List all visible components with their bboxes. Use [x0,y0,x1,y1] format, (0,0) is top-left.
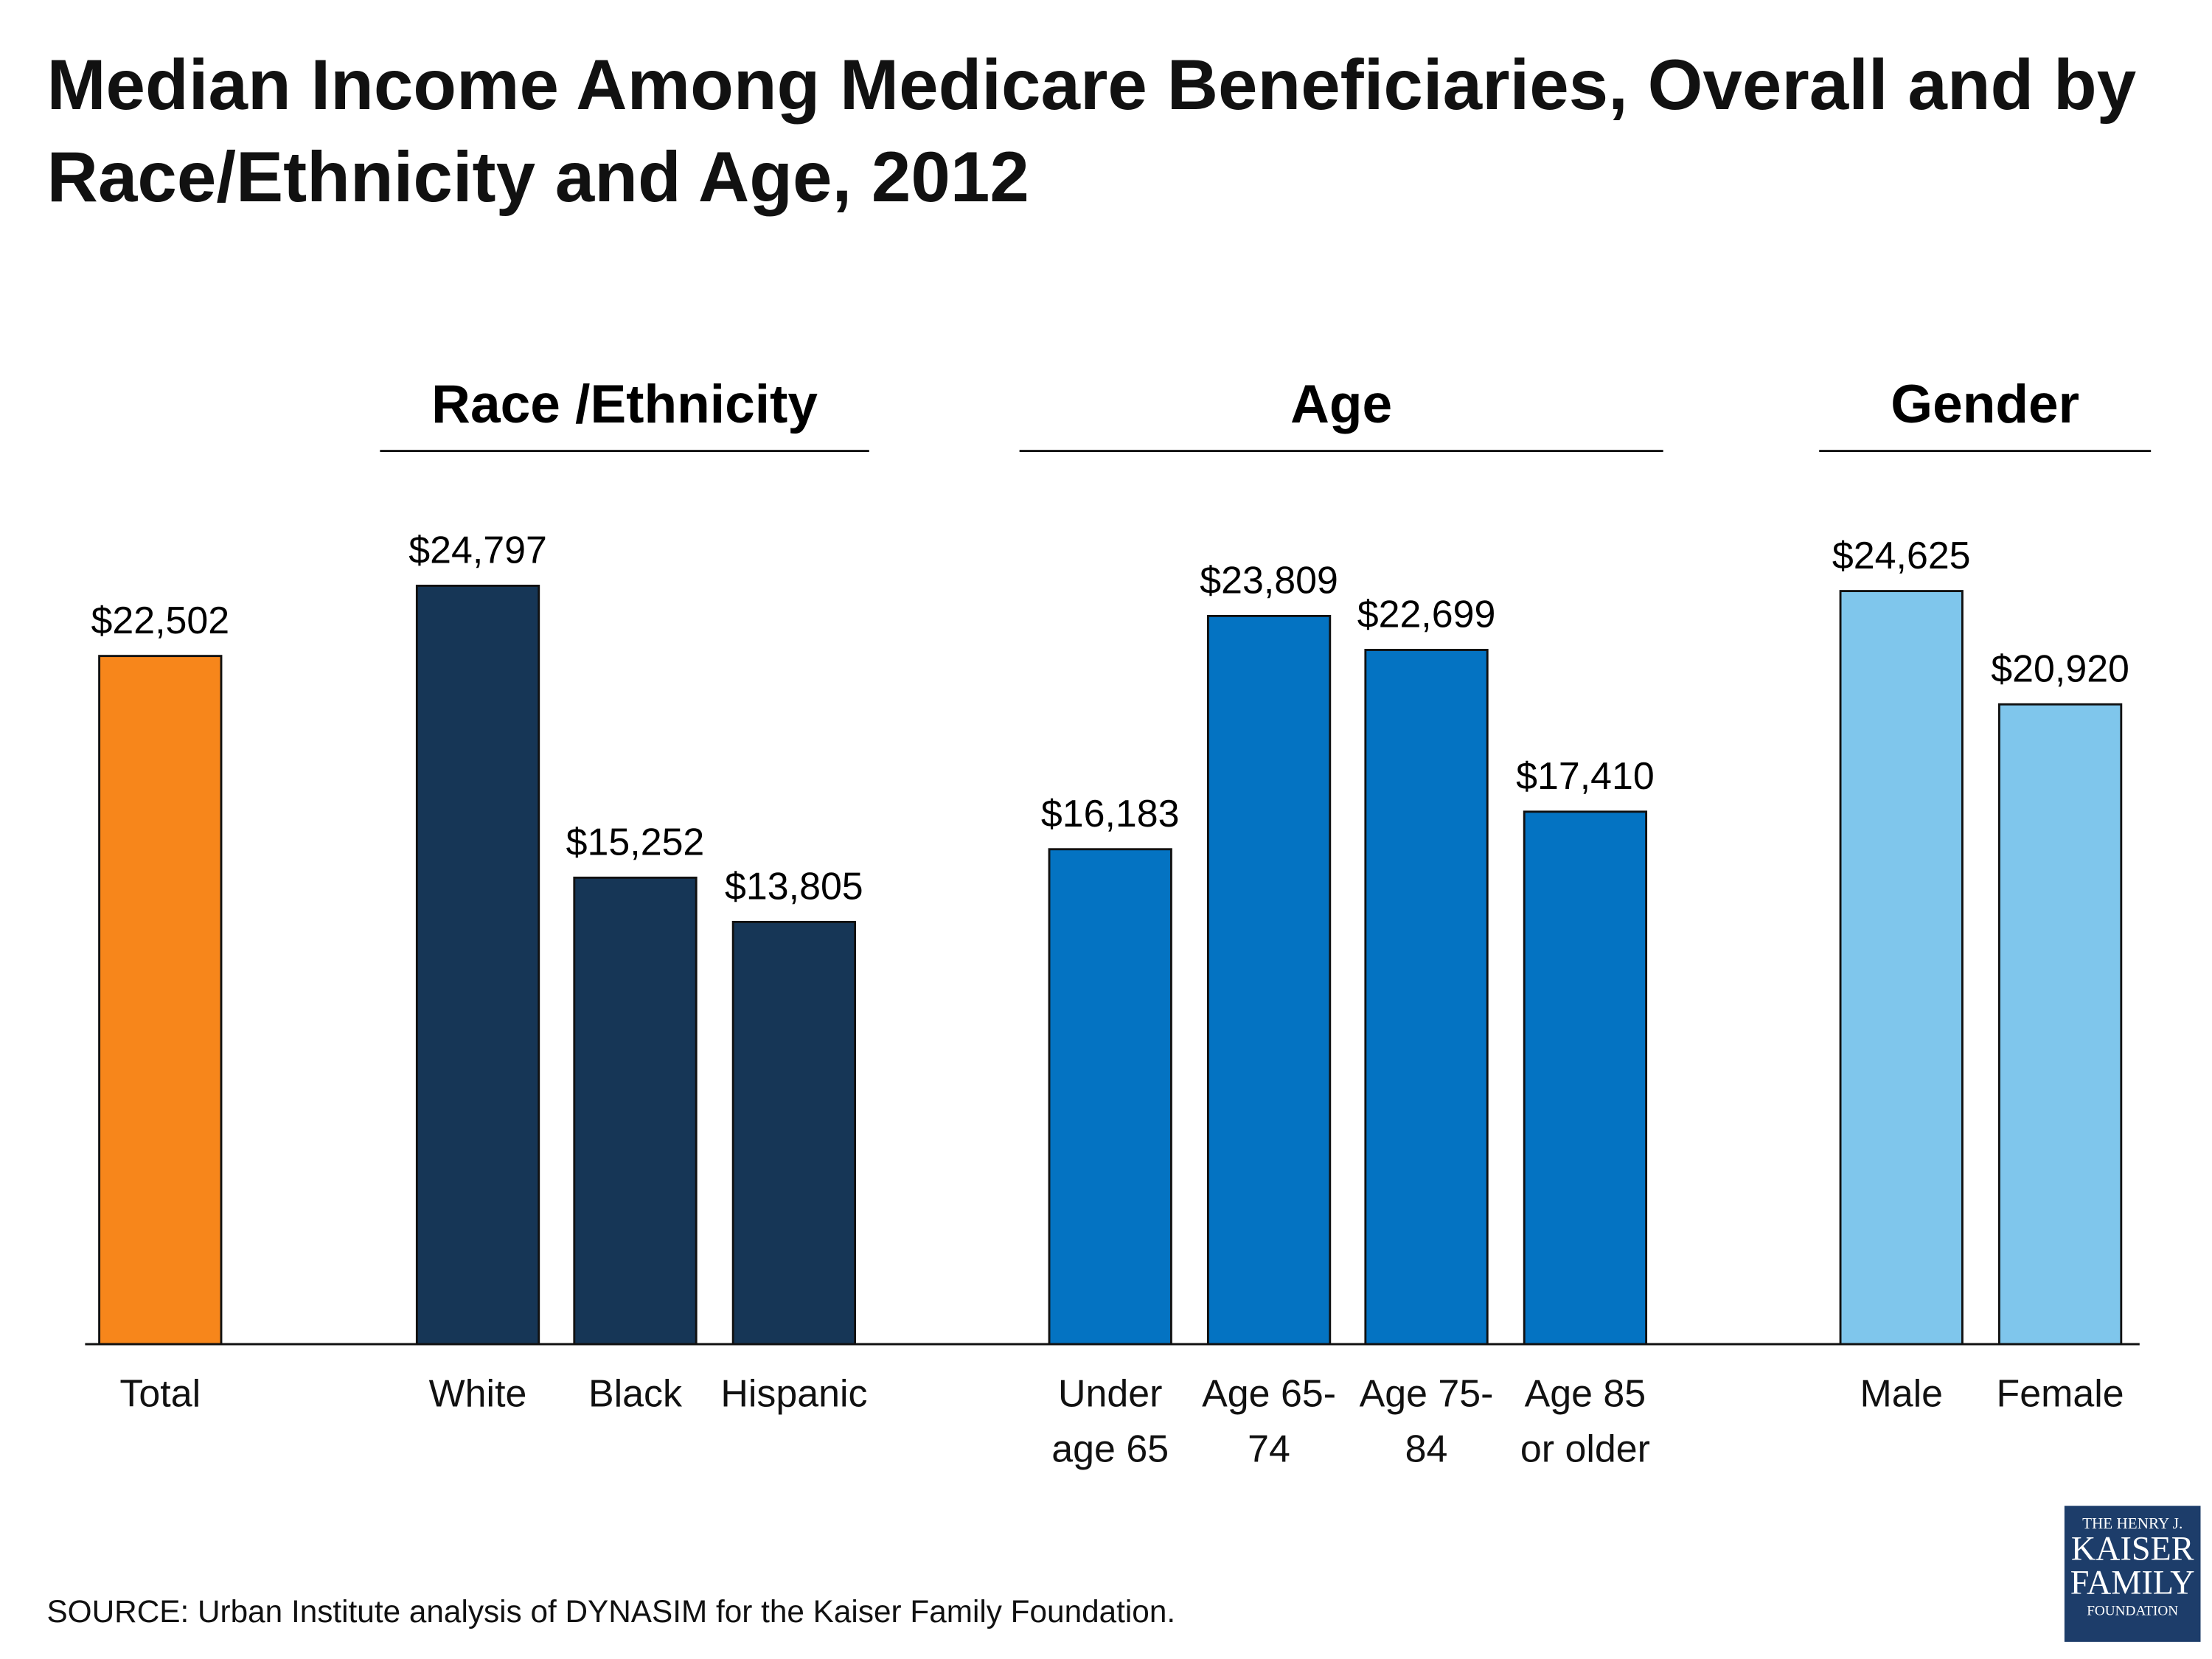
value-label: $13,805 [725,866,863,908]
category-label: Age 85 or older [1520,1372,1650,1471]
category-label: Hispanic [720,1372,868,1416]
value-label: $15,252 [566,821,705,864]
bar [1206,614,1332,1346]
value-label: $24,625 [1832,535,1971,577]
logo: THE HENRY J. KAISER FAMILY FOUNDATION [2064,1506,2201,1642]
category-label: Male [1860,1372,1944,1416]
bar [1364,649,1489,1346]
category-label: Age 75-84 [1359,1372,1494,1471]
value-label: $22,699 [1357,594,1496,636]
category-label: Black [588,1372,682,1416]
logo-line: FAMILY [2070,1565,2195,1602]
value-label: $23,809 [1200,560,1338,602]
source-note: SOURCE: Urban Institute analysis of DYNA… [46,1593,1176,1630]
group-label: Age [1290,375,1392,434]
value-label: $20,920 [1991,647,2129,690]
value-label: $22,502 [91,599,229,642]
bar [1997,703,2123,1346]
category-label: Total [119,1372,201,1416]
category-label: White [428,1372,527,1416]
bar [1839,590,1964,1346]
chart-title: Median Income Among Medicare Beneficiari… [46,45,2137,218]
bar [1523,810,1648,1346]
value-label: $16,183 [1041,793,1180,835]
bar [98,655,223,1346]
bar [731,920,857,1346]
logo-line: FOUNDATION [2087,1603,2179,1620]
group-label: Gender [1891,375,2079,434]
bar [573,876,698,1346]
category-label: Female [1996,1372,2124,1416]
value-label: $17,410 [1516,755,1655,798]
category-label: Under age 65 [1051,1372,1169,1471]
logo-line: KAISER [2070,1531,2194,1568]
bar [1048,848,1172,1346]
value-label: $24,797 [408,529,547,572]
bar [415,585,540,1346]
category-label: Age 65-74 [1202,1372,1337,1471]
group-label: Race /Ethnicity [431,375,818,434]
logo-line: THE HENRY J. [2082,1515,2183,1533]
